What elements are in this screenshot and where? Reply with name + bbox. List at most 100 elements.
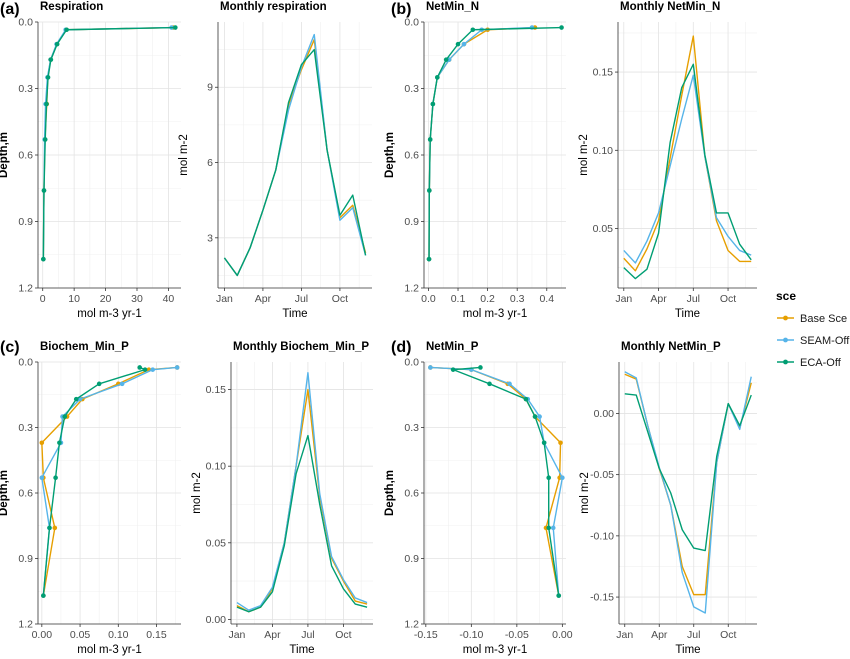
series-line-eca-off [236, 434, 368, 613]
y-tick-label: 0.0 [18, 17, 33, 29]
y-tick-label: 0.15 [593, 67, 614, 79]
y-axis-label: mol m-2 [191, 472, 203, 514]
panel-monthly_biochem_min_p: Jan Apr Jul Oct 0.00 0.05 0.10 0.15 Monthly Bioc… [191, 341, 373, 656]
chart-title: Biochem_Min_P [40, 341, 129, 353]
x-axis-label: mol m-3 yr-1 [77, 644, 142, 656]
y-axis-label: mol m-2 [178, 134, 190, 176]
data-point-eca-off [57, 440, 62, 446]
data-point-eca-off [42, 137, 48, 142]
y-tick-label: 1.2 [404, 283, 419, 295]
x-tick-label: 0.1 [451, 293, 466, 305]
x-tick-label: Apr [651, 629, 668, 641]
y-tick-label: 0.9 [404, 216, 419, 228]
y-tick-label: 0.05 [206, 537, 227, 549]
plot-area [618, 22, 757, 288]
y-tick-label: 0.9 [18, 216, 33, 228]
x-tick-label: -0.15 [414, 629, 438, 641]
x-axis-label: Time [282, 308, 307, 320]
plot-area [231, 362, 373, 624]
y-tick-label: 1.2 [404, 619, 419, 631]
x-tick-label: 10 [68, 293, 80, 305]
data-point-seam-off [174, 365, 180, 370]
chart-title: NetMin_P [426, 341, 479, 353]
panel-netmin_n: 0.0 0.1 0.2 0.3 0.4 0.0 0.3 0.6 0.9 1.2 NetMin_Nmo… [384, 1, 566, 320]
legend-title: sce [776, 289, 796, 303]
x-tick-label: 0.05 [70, 629, 91, 641]
x-tick-label: 20 [100, 293, 112, 305]
panel-monthly_respiration: Jan Apr Jul Oct 3 6 9 Monthly respiration Time mo… [178, 1, 372, 320]
x-tick-label: Jan [216, 293, 233, 305]
data-point-eca-off [96, 381, 102, 387]
data-point-eca-off [546, 525, 552, 531]
data-point-eca-off [430, 101, 436, 107]
legend-label-seam-off: SEAM-Off [800, 335, 850, 347]
data-point-eca-off [54, 41, 60, 47]
data-point-eca-off [435, 75, 440, 80]
series-line-eca-off [624, 393, 752, 552]
series-line-base-sce [623, 35, 752, 272]
data-point-eca-off [546, 475, 552, 481]
y-axis-label: Depth,m [384, 132, 396, 178]
data-point-eca-off [487, 381, 492, 387]
data-point-eca-off [455, 41, 461, 47]
data-point-eca-off [541, 440, 547, 446]
x-tick-label: Jul [301, 629, 314, 641]
data-point-seam-off [560, 475, 565, 481]
x-tick-label: 0.4 [539, 293, 554, 305]
x-tick-label: Apr [650, 293, 667, 305]
chart-title: Respiration [40, 1, 103, 13]
data-point-base-sce [39, 440, 45, 446]
y-axis-label: Depth,m [0, 132, 10, 178]
x-axis-label: Time [289, 644, 314, 656]
data-point-eca-off [450, 367, 456, 372]
data-point-eca-off [73, 396, 79, 402]
x-axis-label: mol m-3 yr-1 [463, 644, 528, 656]
chart-title: NetMin_N [426, 1, 479, 13]
data-point-eca-off [45, 75, 51, 80]
y-tick-label: 1.2 [18, 619, 33, 631]
x-tick-label: Jul [687, 629, 700, 641]
y-tick-label: -0.10 [590, 530, 614, 542]
x-tick-label: 0.0 [421, 293, 436, 305]
legend-label-base-sce: Base Sce [800, 313, 847, 325]
x-tick-label: Oct [335, 629, 351, 641]
x-tick-label: 30 [131, 293, 143, 305]
x-tick-label: Jan [228, 629, 245, 641]
legend-label-eca-off: ECA-Off [800, 357, 842, 369]
data-point-seam-off [39, 475, 45, 481]
data-point-eca-off [41, 188, 47, 193]
y-tick-label: 3 [207, 232, 213, 244]
y-axis-label: mol m-2 [579, 472, 591, 514]
x-tick-label: Apr [264, 629, 281, 641]
x-axis-label: mol m-3 yr-1 [77, 308, 142, 320]
legend-marker-eca-off [783, 359, 788, 365]
data-point-eca-off [443, 57, 449, 62]
y-tick-label: 6 [207, 157, 213, 169]
data-point-eca-off [523, 396, 529, 402]
x-tick-label: Jan [616, 629, 633, 641]
y-tick-label: 0.9 [404, 553, 419, 565]
chart-title: Monthly NetMin_N [620, 1, 720, 13]
x-tick-label: 0.2 [480, 293, 495, 305]
y-axis-label: Depth,m [384, 470, 396, 516]
y-tick-label: 0.3 [18, 422, 33, 434]
legend-marker-base-sce [783, 315, 788, 321]
y-tick-label: 0.3 [404, 422, 419, 434]
plot-area [619, 362, 757, 624]
y-tick-label: 0.10 [593, 145, 614, 157]
y-tick-label: 0.3 [18, 83, 33, 95]
legend-item-eca-off: ECA-Off [777, 357, 842, 369]
chart-title: Monthly NetMin_P [621, 341, 721, 353]
legend: sce Base Sce SEAM-Off ECA-Off [776, 289, 850, 369]
series-line-seam-off [623, 74, 752, 264]
data-point-eca-off [64, 27, 69, 33]
panel-letter-d: (d) [391, 339, 411, 356]
panel-monthly_netmin_n: Jan Apr Jul Oct 0.05 0.10 0.15 Monthly NetMin_N… [578, 1, 757, 320]
data-point-seam-off [119, 381, 125, 387]
y-tick-label: 0.05 [593, 223, 614, 235]
data-point-eca-off [41, 256, 46, 262]
data-point-seam-off [461, 41, 467, 47]
y-axis-label: mol m-2 [578, 134, 590, 176]
data-point-eca-off [427, 188, 432, 193]
data-point-eca-off [559, 25, 564, 30]
